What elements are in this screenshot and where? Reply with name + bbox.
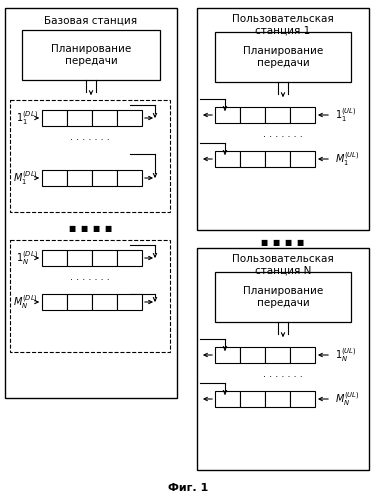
Bar (42, 250, 67, 266)
Bar (92, 110, 117, 126)
Bar (215, 107, 240, 123)
Text: ■  ■  ■  ■: ■ ■ ■ ■ (261, 238, 305, 246)
Bar (117, 250, 142, 266)
Bar (215, 151, 240, 167)
Bar (215, 32, 351, 82)
Bar (67, 110, 92, 126)
Bar (240, 347, 265, 363)
Text: Планирование
передачи: Планирование передачи (243, 46, 323, 68)
Text: $1_N^{(UL)}$: $1_N^{(UL)}$ (335, 346, 357, 364)
Text: ■  ■  ■  ■: ■ ■ ■ ■ (69, 224, 113, 232)
Text: $M_N^{(UL)}$: $M_N^{(UL)}$ (335, 390, 360, 408)
Text: Фиг. 1: Фиг. 1 (168, 483, 208, 493)
Text: Базовая станция: Базовая станция (44, 16, 138, 26)
Bar (265, 107, 290, 123)
Bar (215, 347, 240, 363)
Bar (290, 107, 315, 123)
Bar (240, 107, 265, 123)
Bar (5, 8, 177, 398)
Bar (42, 170, 67, 186)
Text: $1_N^{(DL)}$: $1_N^{(DL)}$ (16, 249, 38, 267)
Text: Пользовательская
станция N: Пользовательская станция N (232, 254, 334, 276)
Text: Пользовательская
станция 1: Пользовательская станция 1 (232, 14, 334, 36)
Bar (290, 151, 315, 167)
Bar (22, 30, 160, 80)
Bar (265, 347, 290, 363)
Bar (117, 170, 142, 186)
Text: $M_N^{(DL)}$: $M_N^{(DL)}$ (13, 293, 38, 311)
Bar (67, 250, 92, 266)
Bar (92, 294, 117, 310)
Bar (42, 294, 67, 310)
Bar (240, 391, 265, 407)
Text: · · · · · · ·: · · · · · · · (70, 135, 110, 145)
Bar (197, 248, 369, 470)
Bar (240, 151, 265, 167)
Bar (42, 110, 67, 126)
Bar (197, 8, 369, 230)
Bar (117, 110, 142, 126)
Bar (67, 294, 92, 310)
Bar (10, 240, 170, 352)
Bar (10, 100, 170, 212)
Text: $M_1^{(DL)}$: $M_1^{(DL)}$ (13, 169, 38, 187)
Bar (92, 170, 117, 186)
Bar (215, 272, 351, 322)
Bar (265, 391, 290, 407)
Text: · · · · · · ·: · · · · · · · (263, 132, 303, 142)
Text: · · · · · · ·: · · · · · · · (263, 372, 303, 382)
Text: $1_1^{(DL)}$: $1_1^{(DL)}$ (16, 109, 38, 127)
Text: · · · · · · ·: · · · · · · · (70, 275, 110, 285)
Bar (265, 151, 290, 167)
Bar (117, 294, 142, 310)
Text: Планирование
передачи: Планирование передачи (51, 44, 131, 66)
Bar (67, 170, 92, 186)
Text: Планирование
передачи: Планирование передачи (243, 286, 323, 308)
Bar (290, 391, 315, 407)
Bar (290, 347, 315, 363)
Bar (92, 250, 117, 266)
Bar (215, 391, 240, 407)
Text: $M_1^{(UL)}$: $M_1^{(UL)}$ (335, 150, 360, 168)
Text: $1_1^{(UL)}$: $1_1^{(UL)}$ (335, 106, 357, 124)
